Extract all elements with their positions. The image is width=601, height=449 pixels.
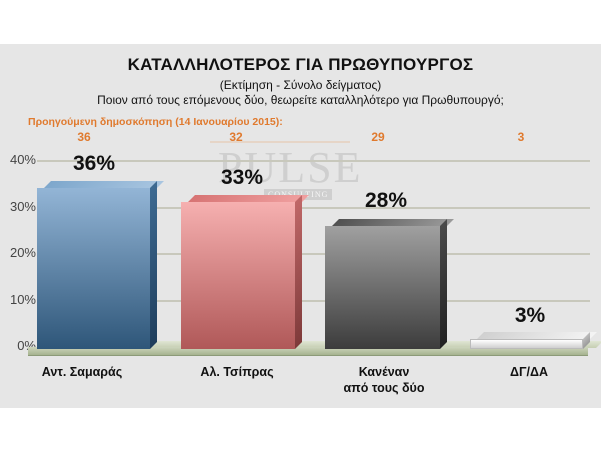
chart-subtitle: (Εκτίμηση - Σύνολο δείγματος): [219, 78, 382, 92]
previous-poll-value: 3: [517, 130, 525, 144]
y-tick-label: 20%: [9, 245, 36, 260]
bar-tsipras: [181, 195, 309, 349]
x-category-label: ΔΓ/ΔΑ: [459, 364, 599, 380]
x-label-line: Κανέναν: [358, 365, 410, 379]
watermark-logo: PULSE: [218, 143, 363, 192]
bar-samaras: [37, 181, 164, 349]
x-category-label: Αλ. Τσίπρας: [167, 364, 307, 380]
previous-poll-label: Προηγούμενη δημοσκόπηση (14 Ιανουαρίου 2…: [28, 116, 283, 128]
previous-poll-value: 29: [371, 130, 385, 144]
bar-kanenan: [325, 219, 454, 349]
gridline-30: [37, 207, 590, 209]
chart-floor: [28, 347, 588, 356]
x-category-label: Κανέναν από τους δύο: [314, 364, 454, 396]
bar-value-label: 3%: [514, 304, 546, 327]
bar-dgda: [470, 332, 597, 349]
previous-poll-value: 32: [229, 130, 243, 144]
gridline-10: [37, 300, 590, 302]
x-label-line: ΔΓ/ΔΑ: [510, 365, 548, 379]
chart-question: Ποιον από τους επόμενους δύο, θεωρείτε κ…: [97, 93, 504, 107]
bar-value-label: 33%: [220, 166, 264, 189]
previous-poll-value: 36: [77, 130, 91, 144]
watermark-pulse-line: [210, 141, 350, 143]
gridline-40: [37, 160, 590, 162]
y-tick-label: 40%: [9, 152, 36, 167]
x-label-line: Αλ. Τσίπρας: [200, 365, 274, 379]
bar-value-label: 28%: [364, 189, 408, 212]
watermark-subtext: CONSULTING: [264, 189, 333, 200]
y-tick-label: 30%: [9, 199, 36, 214]
y-tick-label: 10%: [9, 292, 36, 307]
x-label-line: από τους δύο: [343, 381, 425, 395]
x-category-label: Αντ. Σαμαράς: [12, 364, 152, 380]
bar-value-label: 36%: [72, 152, 116, 175]
gridline-20: [37, 253, 590, 255]
chart-title: ΚΑΤΑΛΛΗΛΟΤΕΡΟΣ ΓΙΑ ΠΡΩΘΥΠΟΥΡΓΟΣ: [127, 55, 474, 74]
x-label-line: Αντ. Σαμαράς: [41, 365, 123, 379]
